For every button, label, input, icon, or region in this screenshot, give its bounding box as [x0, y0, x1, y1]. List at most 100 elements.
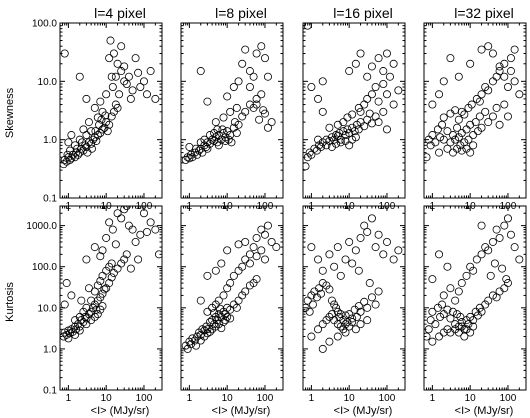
- data-point: [379, 80, 388, 89]
- data-point: [260, 54, 269, 63]
- data-point: [238, 112, 247, 121]
- data-point: [492, 103, 501, 112]
- data-point: [448, 148, 457, 157]
- data-point: [196, 296, 205, 305]
- data-point: [462, 125, 471, 134]
- data-point: [374, 230, 383, 239]
- data-point: [374, 287, 383, 296]
- data-point: [367, 214, 376, 223]
- data-point: [105, 279, 114, 288]
- data-point: [354, 266, 363, 275]
- data-point: [151, 225, 160, 234]
- data-point: [102, 118, 111, 127]
- data-point: [495, 120, 504, 129]
- data-point: [245, 250, 254, 259]
- data-point: [87, 144, 96, 153]
- data-point: [426, 316, 435, 325]
- data-point: [126, 94, 135, 103]
- data-point: [87, 127, 96, 136]
- data-point: [456, 312, 465, 321]
- data-point: [424, 325, 433, 334]
- data-point: [341, 255, 350, 264]
- data-point: [93, 281, 102, 290]
- data-point: [62, 279, 71, 288]
- data-point: [332, 303, 341, 312]
- panel-frame: [59, 22, 163, 199]
- panel-title-4: l=32 pixel: [454, 5, 514, 21]
- data-point: [307, 82, 316, 91]
- x-tick-label: 100: [257, 393, 274, 404]
- data-point: [63, 150, 72, 159]
- y-tick-label: 100.0: [32, 262, 57, 273]
- data-point: [475, 112, 484, 121]
- points-group: [181, 221, 281, 353]
- data-point: [122, 206, 131, 210]
- data-point: [151, 94, 160, 103]
- data-point: [469, 322, 478, 331]
- x-tick-label: 10: [344, 393, 356, 404]
- data-point: [374, 54, 383, 63]
- y-axis-label-kurtosis: Kurtosis: [4, 282, 16, 322]
- data-point: [105, 120, 114, 129]
- data-point: [327, 310, 336, 319]
- data-point: [87, 139, 96, 148]
- data-point: [232, 129, 241, 138]
- data-point: [457, 322, 466, 331]
- data-point: [345, 67, 354, 76]
- data-point: [126, 264, 135, 273]
- data-point: [188, 334, 197, 343]
- data-point: [351, 246, 360, 255]
- data-point: [492, 72, 501, 81]
- data-point: [307, 291, 316, 300]
- data-point: [363, 316, 372, 325]
- data-point: [146, 67, 155, 76]
- data-point: [363, 72, 372, 81]
- data-point: [223, 246, 232, 255]
- data-point: [451, 106, 460, 115]
- data-point: [211, 266, 220, 275]
- data-point: [216, 304, 225, 313]
- panel-frame: [423, 205, 527, 391]
- data-point: [142, 227, 151, 236]
- data-point: [139, 77, 148, 86]
- data-point: [260, 255, 269, 264]
- data-point: [339, 127, 348, 136]
- data-point: [96, 97, 105, 106]
- data-point: [336, 322, 345, 331]
- data-point: [382, 237, 391, 246]
- data-point: [105, 218, 114, 227]
- data-point: [122, 80, 131, 89]
- data-point: [252, 233, 261, 242]
- data-point: [332, 139, 341, 148]
- data-point: [226, 107, 235, 116]
- panels-layer: 1101000.11.010.0100.01101001101001101001…: [26, 19, 527, 404]
- data-point: [305, 307, 314, 316]
- data-point: [318, 107, 327, 116]
- data-point: [77, 296, 86, 305]
- data-point: [318, 77, 327, 86]
- data-point: [448, 131, 457, 140]
- data-point: [75, 72, 84, 81]
- x-tick-label: 1: [187, 393, 193, 404]
- data-point: [428, 337, 437, 346]
- data-point: [196, 138, 205, 147]
- data-point: [464, 135, 473, 144]
- data-point: [484, 118, 493, 127]
- data-point: [238, 59, 247, 68]
- data-point: [75, 135, 84, 144]
- data-point: [333, 243, 342, 252]
- data-point: [111, 72, 120, 81]
- data-point: [107, 273, 116, 282]
- data-point: [211, 322, 220, 331]
- data-point: [128, 225, 137, 234]
- data-point: [466, 262, 475, 271]
- data-point: [64, 334, 73, 343]
- data-point: [224, 135, 233, 144]
- data-point: [117, 67, 126, 76]
- data-point: [190, 336, 199, 345]
- panel-frame: [59, 205, 163, 391]
- data-point: [339, 118, 348, 127]
- data-point: [446, 138, 455, 147]
- data-point: [241, 237, 250, 246]
- panel-r2-c4: 1 10 100: [423, 205, 527, 404]
